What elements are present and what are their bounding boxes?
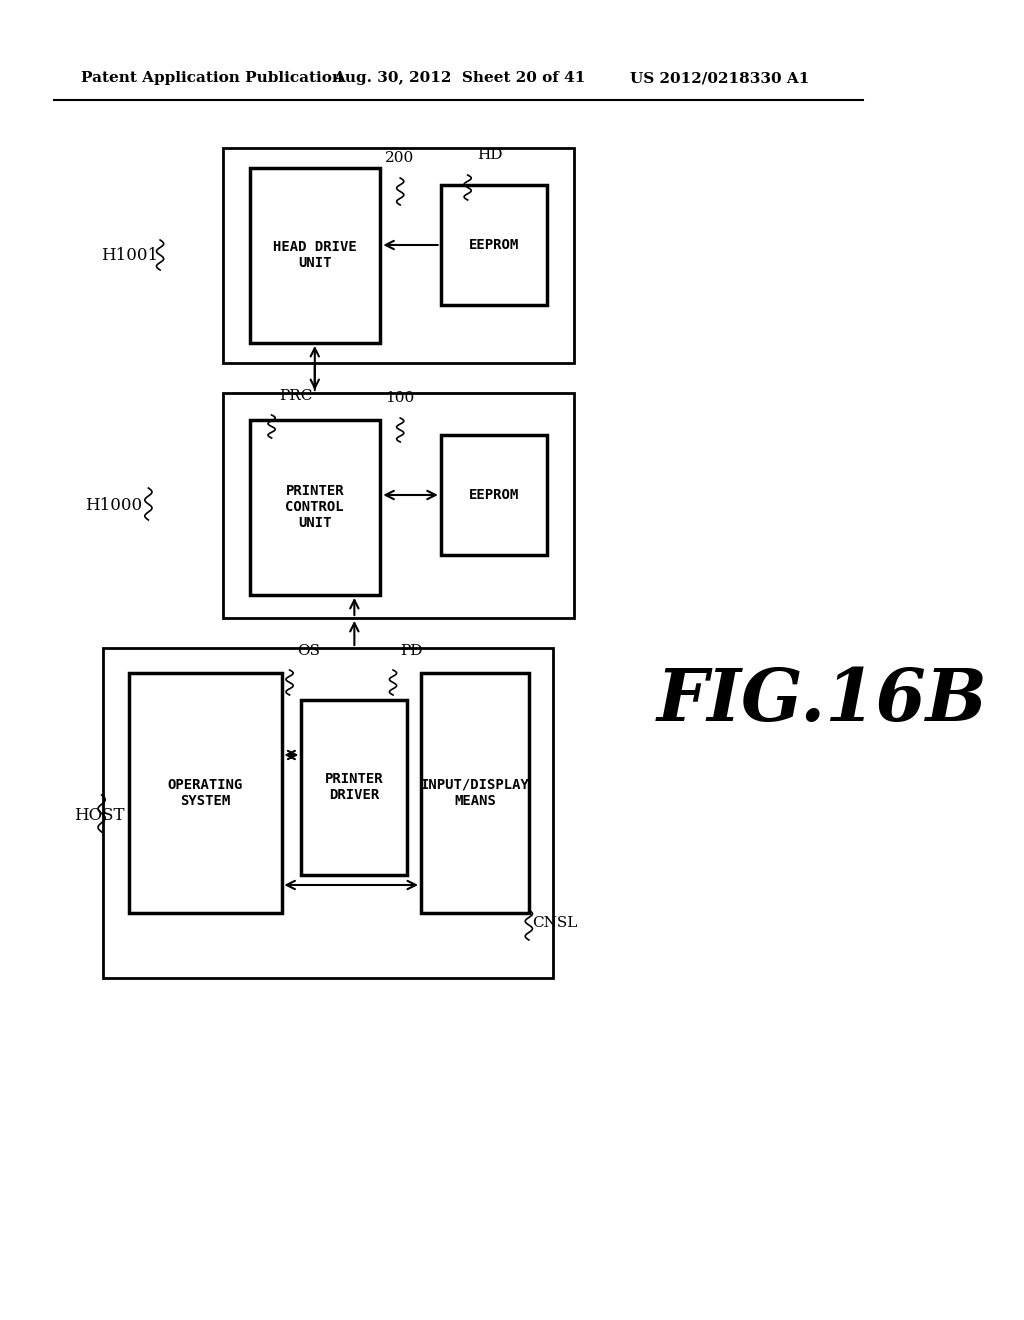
Text: HEAD DRIVE
UNIT: HEAD DRIVE UNIT — [273, 240, 356, 271]
Bar — [440, 436, 547, 554]
Text: EEPROM: EEPROM — [469, 238, 519, 252]
Bar — [440, 185, 547, 305]
Text: US 2012/0218330 A1: US 2012/0218330 A1 — [630, 71, 809, 84]
Text: 200: 200 — [385, 150, 414, 165]
Text: PRC: PRC — [279, 389, 312, 403]
Bar — [421, 673, 528, 913]
Bar — [250, 168, 381, 343]
Bar — [301, 700, 408, 875]
Text: HOST: HOST — [74, 807, 124, 824]
Text: PRINTER
CONTROL
UNIT: PRINTER CONTROL UNIT — [286, 484, 344, 531]
Text: CNSL: CNSL — [532, 916, 578, 931]
Text: PD: PD — [400, 644, 423, 657]
Bar — [223, 393, 573, 618]
Text: FIG.16B: FIG.16B — [656, 664, 987, 735]
Text: Patent Application Publication: Patent Application Publication — [81, 71, 343, 84]
Bar — [103, 648, 553, 978]
Text: H1001: H1001 — [100, 247, 158, 264]
Text: PRINTER
DRIVER: PRINTER DRIVER — [325, 772, 384, 803]
Text: OS: OS — [297, 644, 319, 657]
Text: OPERATING
SYSTEM: OPERATING SYSTEM — [167, 777, 243, 808]
Bar — [223, 148, 573, 363]
Text: INPUT/DISPLAY
MEANS: INPUT/DISPLAY MEANS — [421, 777, 529, 808]
Text: Aug. 30, 2012  Sheet 20 of 41: Aug. 30, 2012 Sheet 20 of 41 — [333, 71, 585, 84]
Bar — [129, 673, 282, 913]
Text: H1000: H1000 — [85, 496, 142, 513]
Text: EEPROM: EEPROM — [469, 488, 519, 502]
Bar — [250, 420, 381, 595]
Text: HD: HD — [477, 148, 502, 162]
Text: 100: 100 — [385, 391, 414, 405]
